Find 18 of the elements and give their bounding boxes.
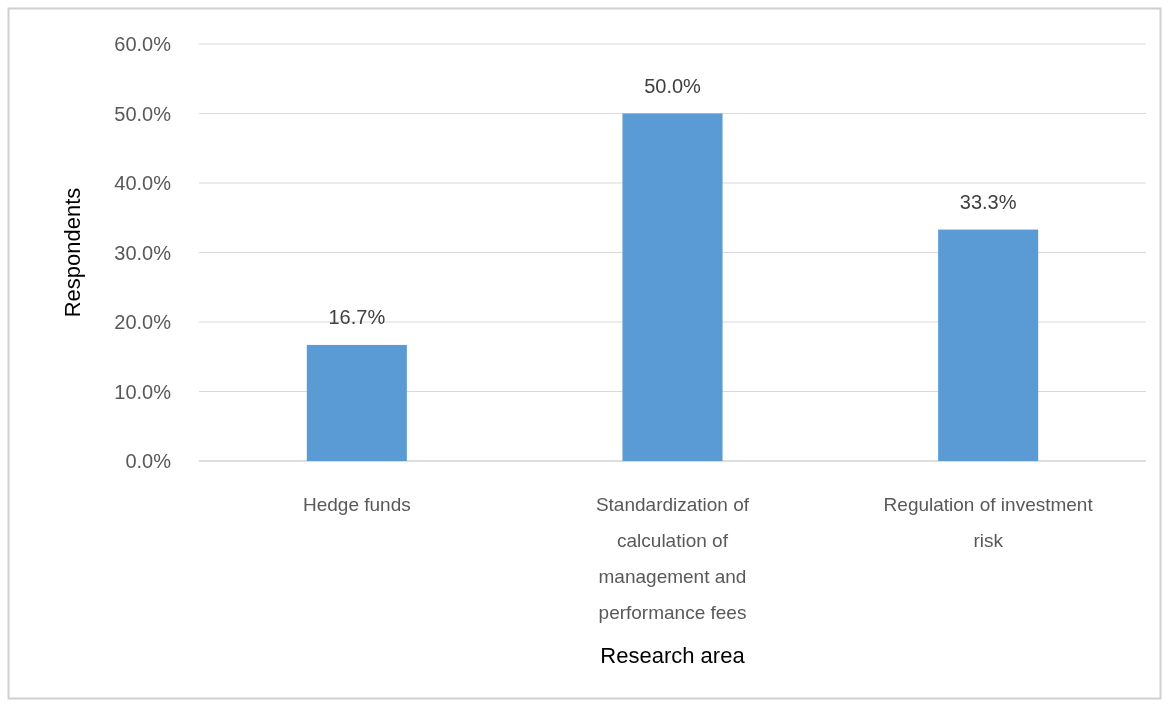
y-tick-label: 40.0% [114,172,172,194]
y-tick-label: 10.0% [114,380,172,403]
x-tick-label: Hedge funds [302,493,411,515]
bar [622,113,723,461]
y-axis-title: Respondents [59,187,85,318]
y-tick-label: 50.0% [114,102,172,125]
data-label: 50.0% [644,74,702,97]
y-tick-label: 30.0% [114,241,172,264]
x-tick-label: Regulation of investment risk [883,493,1094,551]
data-label: 16.7% [328,305,386,328]
y-tick-label: 20.0% [114,311,172,333]
y-tick-label: 0.0% [125,450,172,472]
data-label: 33.3% [959,190,1017,213]
y-tick-label: 60.0% [114,33,172,55]
x-axis-title: Research area [600,642,746,668]
x-tick-label: Standardization of calculation of management and performance fees [595,493,750,623]
bar [306,344,407,461]
bar [938,229,1039,461]
